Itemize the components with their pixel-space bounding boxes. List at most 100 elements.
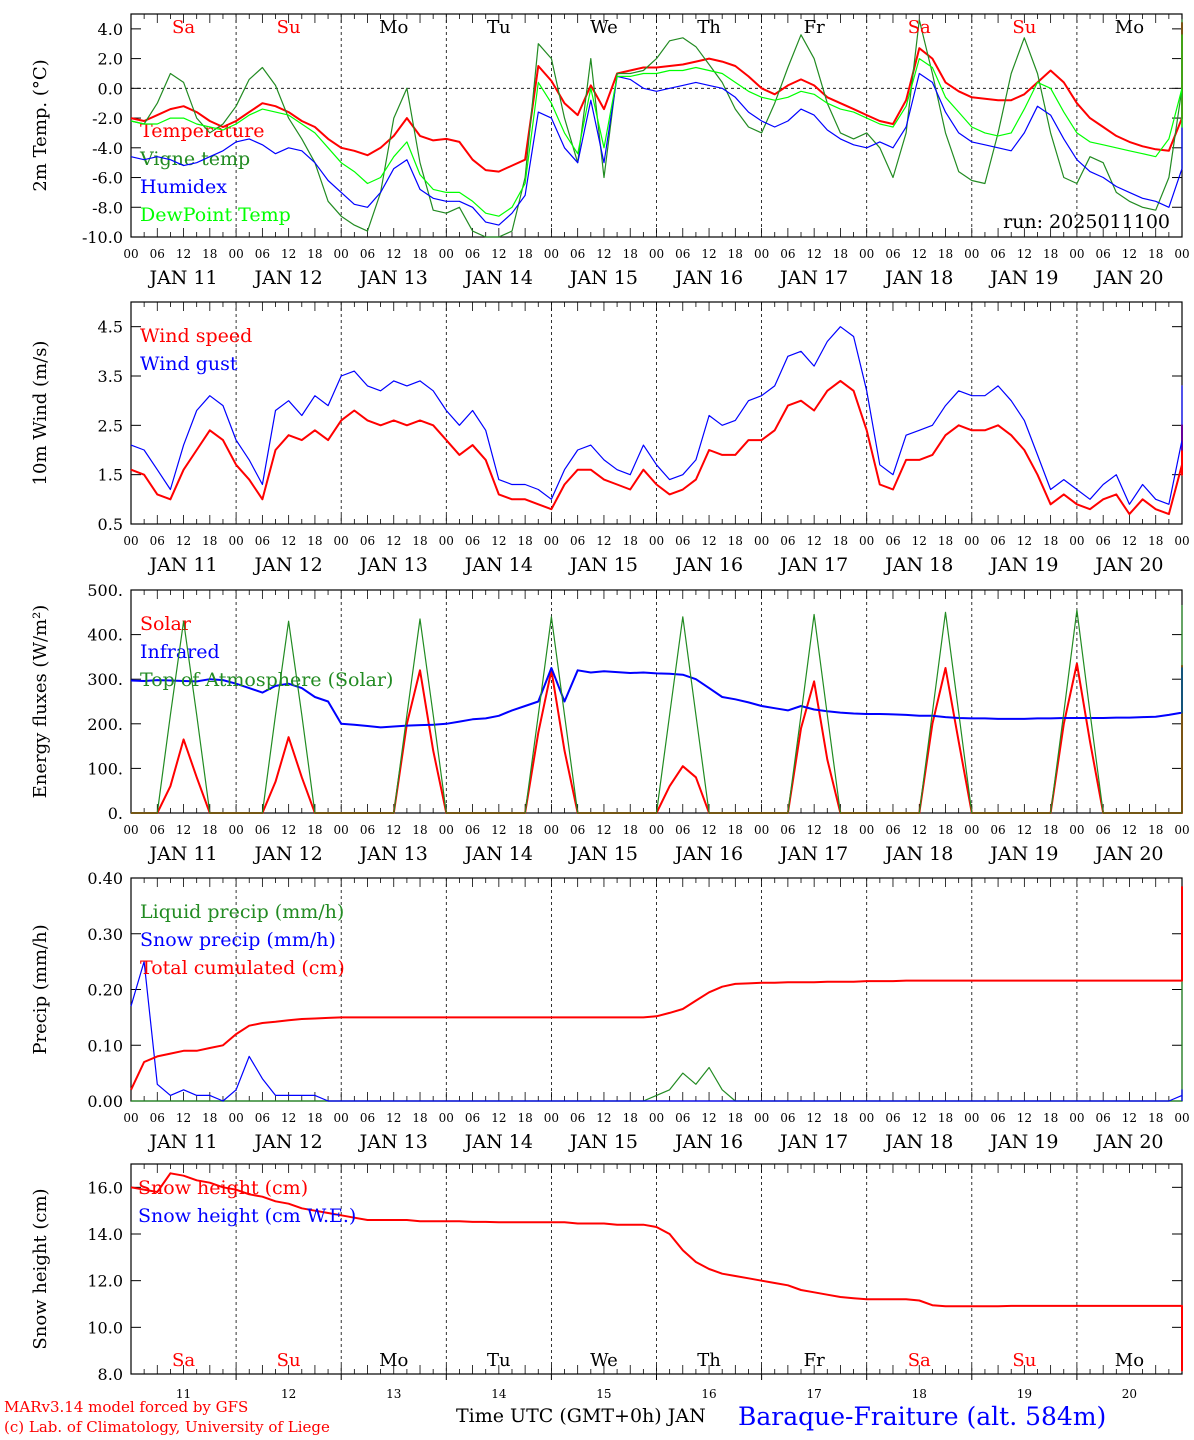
legend-entry: Wind gust <box>140 353 238 375</box>
hour-label: 12 <box>701 1111 716 1125</box>
hour-label: 18 <box>202 247 217 261</box>
legend-entry: Snow height (cm W.E.) <box>138 1205 356 1227</box>
hour-label: 06 <box>465 1111 480 1125</box>
hour-label: 00 <box>1069 823 1084 837</box>
y-tick-label: 0.20 <box>87 981 123 1000</box>
hour-label: 00 <box>649 823 664 837</box>
y-tick-label: 4.5 <box>98 318 123 337</box>
date-label: JAN 11 <box>147 554 217 576</box>
weekday-label: We <box>590 17 618 38</box>
hour-label: 12 <box>386 823 401 837</box>
hour-label: 00 <box>123 1111 138 1125</box>
hour-label: 12 <box>491 247 506 261</box>
footer-copyright: (c) Lab. of Climatology, University of L… <box>4 1418 330 1436</box>
series-line-3 <box>130 885 1183 1091</box>
hour-label: 18 <box>1148 534 1163 548</box>
hour-label: 18 <box>1043 247 1058 261</box>
date-label: JAN 11 <box>147 267 217 289</box>
y-tick-label: 0.00 <box>87 1092 123 1111</box>
hour-label: 06 <box>465 247 480 261</box>
y-axis-label: Snow height (cm) <box>30 1188 51 1349</box>
hour-label: 00 <box>649 534 664 548</box>
hour-label: 12 <box>386 534 401 548</box>
hour-label: 18 <box>202 1111 217 1125</box>
hour-label: 00 <box>1174 534 1189 548</box>
hour-label: 12 <box>807 247 822 261</box>
y-tick-label: 300. <box>87 670 123 689</box>
weekday-label: Mo <box>1115 17 1144 38</box>
date-label: JAN 17 <box>778 1131 848 1153</box>
hour-label: 18 <box>833 247 848 261</box>
series-line-3 <box>130 34 1183 226</box>
hour-label: 06 <box>780 534 795 548</box>
date-label: JAN 19 <box>988 1131 1058 1153</box>
hour-label: 18 <box>517 823 532 837</box>
y-tick-label: 3.5 <box>98 367 123 386</box>
hour-label: 18 <box>517 1111 532 1125</box>
hour-label: 12 <box>176 823 191 837</box>
hour-label: 06 <box>570 247 585 261</box>
hour-label: 00 <box>859 247 874 261</box>
hour-label: 12 <box>281 823 296 837</box>
date-label: JAN 20 <box>1093 843 1163 865</box>
hour-label: 18 <box>412 1111 427 1125</box>
hour-label: 18 <box>833 534 848 548</box>
hour-label: 00 <box>1174 247 1189 261</box>
hour-label: 00 <box>439 1111 454 1125</box>
hour-label: 00 <box>334 247 349 261</box>
hour-label: 06 <box>255 1111 270 1125</box>
y-tick-label: 8.0 <box>98 1365 123 1384</box>
hour-label: 00 <box>123 534 138 548</box>
hour-label: 06 <box>675 823 690 837</box>
weekday-label: Su <box>277 17 301 38</box>
date-label: JAN 18 <box>883 554 953 576</box>
weekday-label: Su <box>1012 1350 1036 1371</box>
hour-label: 00 <box>544 534 559 548</box>
y-tick-label: 12.0 <box>87 1272 123 1291</box>
series-line-1 <box>130 379 1183 516</box>
hour-label: 18 <box>833 823 848 837</box>
weekday-label: Th <box>697 17 721 38</box>
y-tick-label: -6.0 <box>92 169 123 188</box>
hour-label: 00 <box>334 534 349 548</box>
hour-label: 00 <box>1069 247 1084 261</box>
hour-label: 18 <box>623 823 638 837</box>
legend-entry: Humidex <box>140 176 227 198</box>
hour-label: 18 <box>1043 534 1058 548</box>
hour-label: 12 <box>281 1111 296 1125</box>
hour-label: 18 <box>517 247 532 261</box>
hour-label: 12 <box>912 1111 927 1125</box>
hour-label: 06 <box>570 534 585 548</box>
date-label: JAN 17 <box>778 267 848 289</box>
hour-label: 18 <box>1043 823 1058 837</box>
hour-label: 12 <box>281 247 296 261</box>
y-tick-label: -10.0 <box>82 228 123 247</box>
y-tick-label: 400. <box>87 626 123 645</box>
panel-2: 4.5 3.5 2.5 1.5 0.5 10m Wind (m/s) 00 06 12 18 JAN… <box>30 301 1190 576</box>
hour-label: 06 <box>1096 247 1111 261</box>
hour-label: 00 <box>649 1111 664 1125</box>
date-label: JAN 14 <box>463 554 533 576</box>
hour-label: 00 <box>1174 1111 1189 1125</box>
hour-label: 00 <box>649 247 664 261</box>
date-label: JAN 13 <box>358 267 428 289</box>
hour-label: 06 <box>780 823 795 837</box>
hour-label: 00 <box>334 1111 349 1125</box>
date-label: JAN 11 <box>147 843 217 865</box>
hour-label: 18 <box>202 823 217 837</box>
date-label: JAN 17 <box>778 554 848 576</box>
legend-entry: Vigne temp <box>139 148 250 170</box>
hour-label: 18 <box>307 823 322 837</box>
hour-label: 00 <box>1174 823 1189 837</box>
hour-label: 12 <box>807 1111 822 1125</box>
legend-entry: Wind speed <box>140 325 252 347</box>
series-line-3 <box>131 604 1183 814</box>
hour-label: 12 <box>176 534 191 548</box>
date-label: JAN 16 <box>673 554 743 576</box>
hour-label: 06 <box>1096 534 1111 548</box>
hour-label: 18 <box>307 247 322 261</box>
y-tick-label: 16.0 <box>87 1178 123 1197</box>
hour-label: 12 <box>491 823 506 837</box>
date-label: JAN 14 <box>463 1131 533 1153</box>
hour-label: 12 <box>491 1111 506 1125</box>
